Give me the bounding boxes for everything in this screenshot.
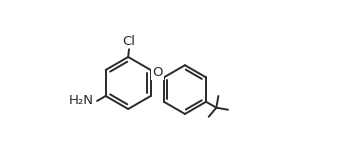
Text: H₂N: H₂N: [69, 94, 94, 107]
Text: O: O: [152, 66, 162, 79]
Text: Cl: Cl: [122, 35, 135, 48]
